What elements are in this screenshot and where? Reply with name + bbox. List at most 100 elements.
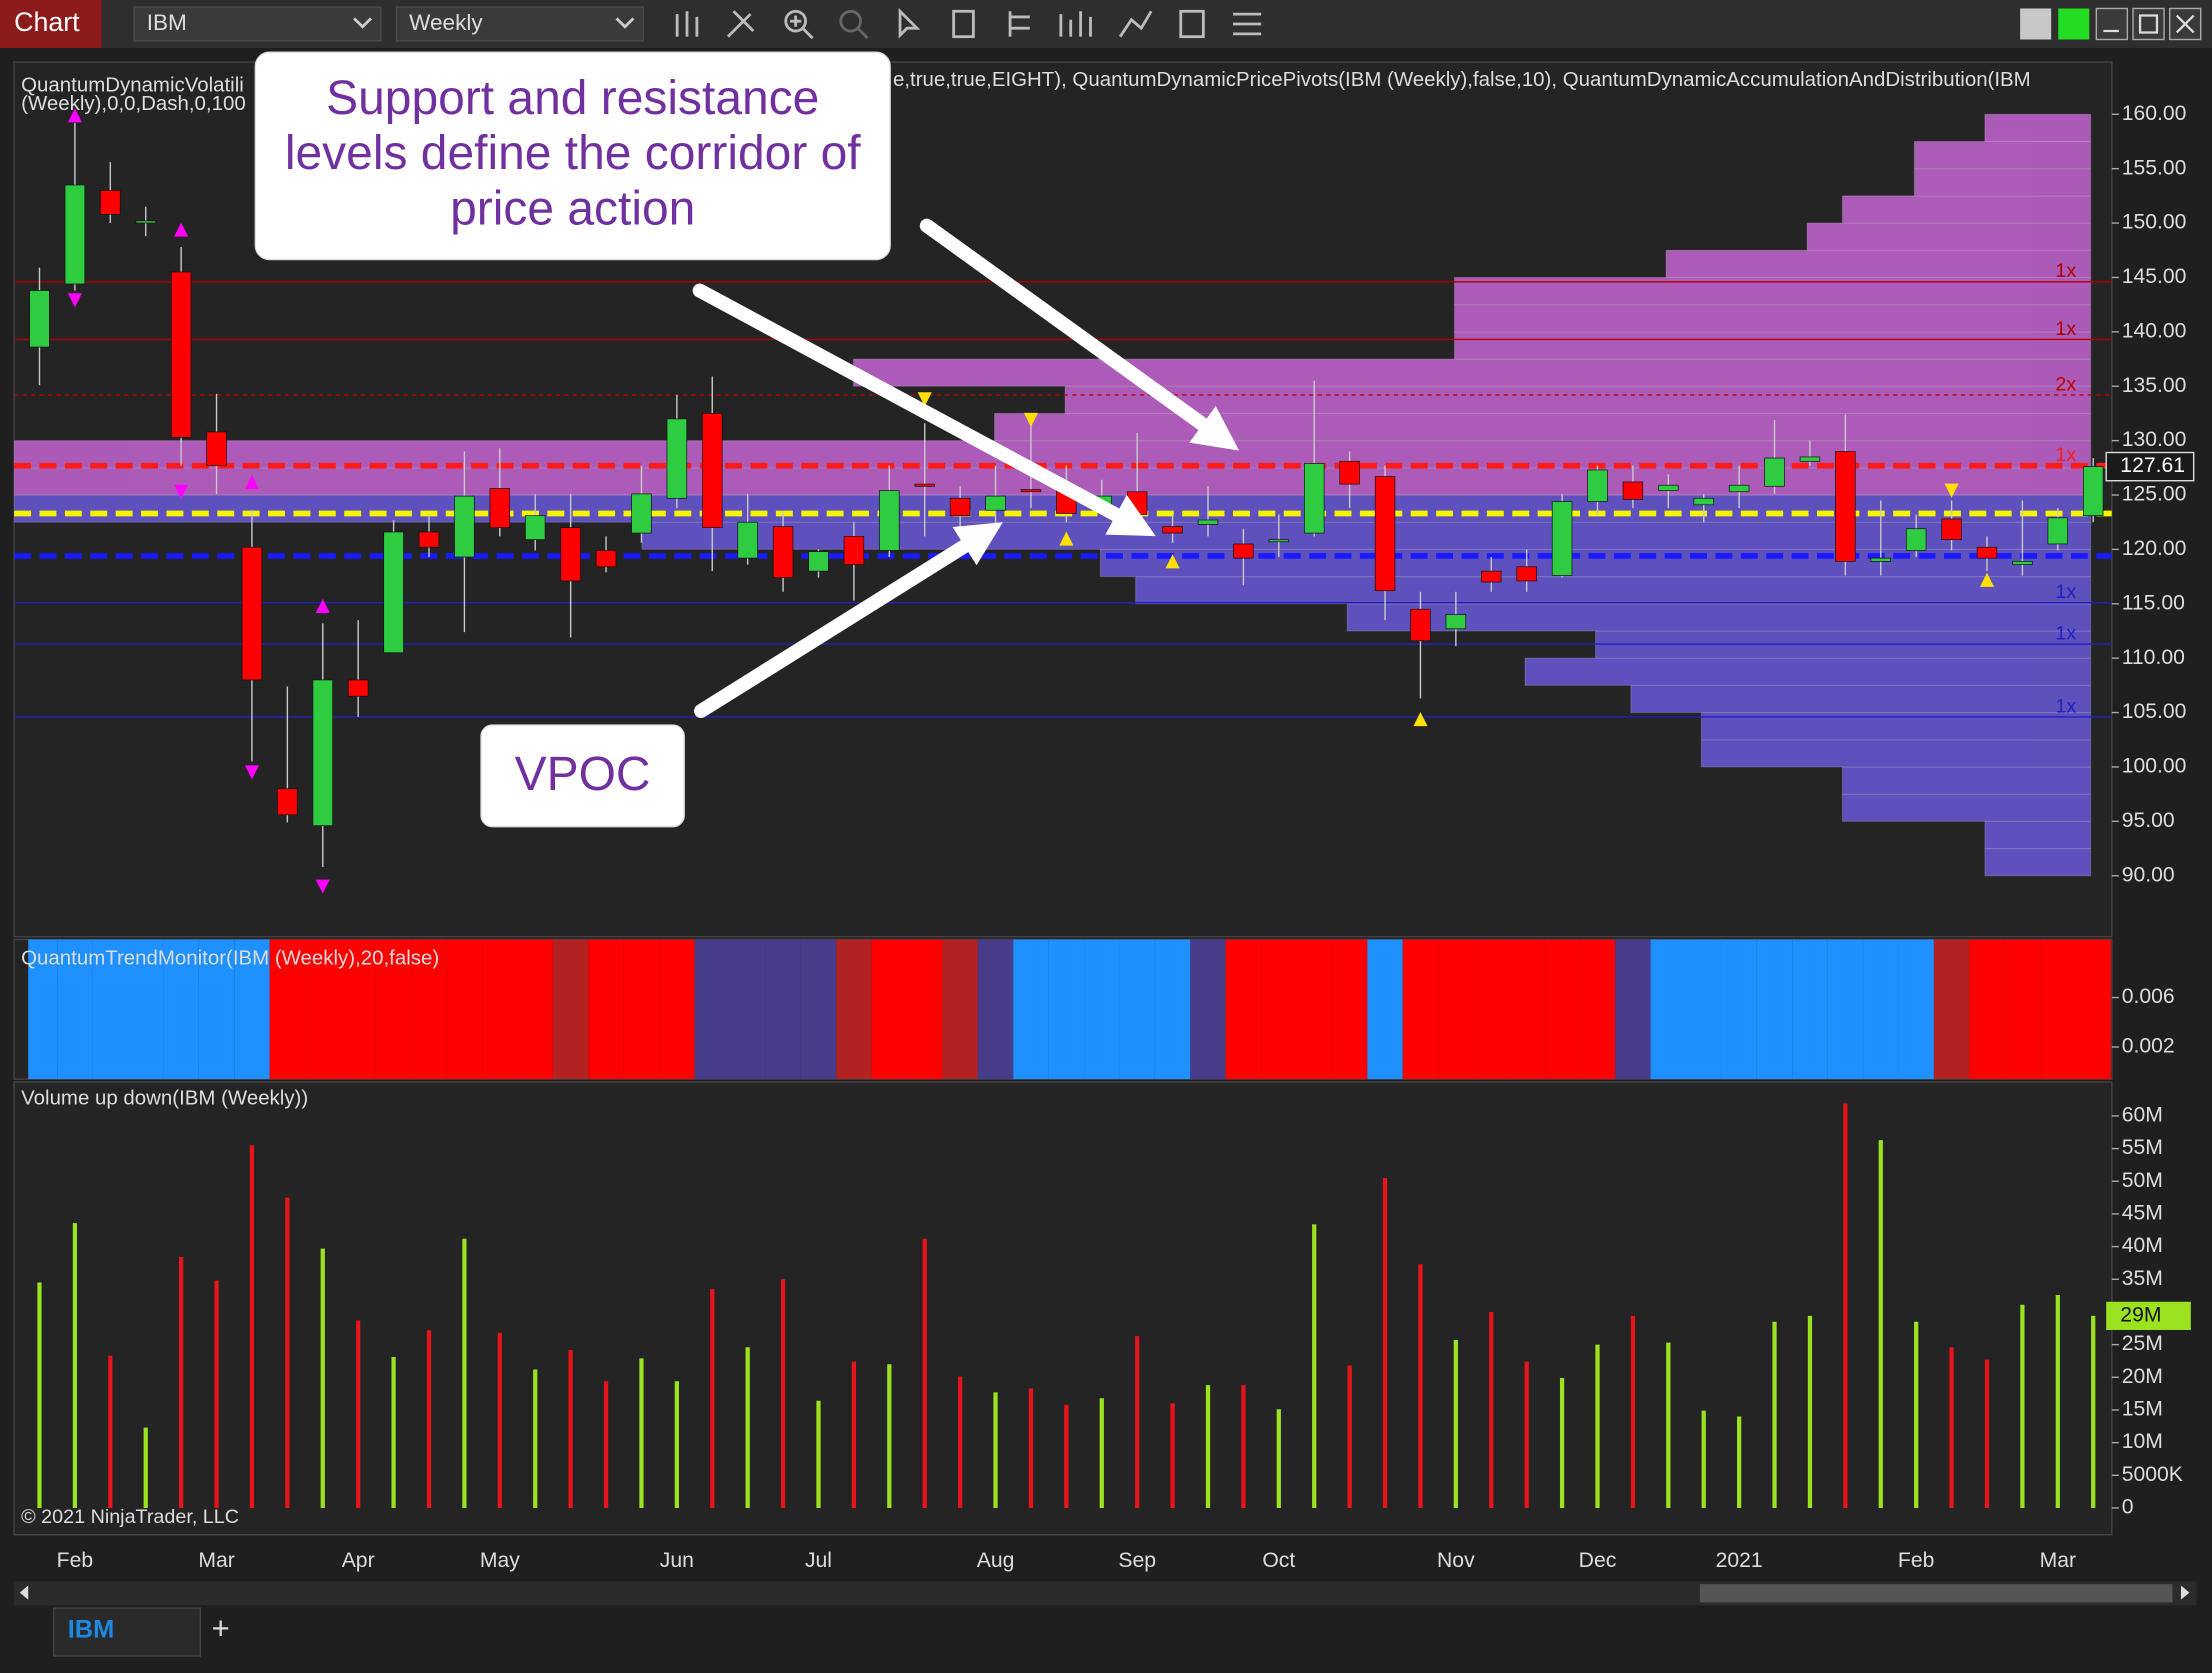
app-label: Chart	[14, 7, 80, 37]
indicators-icon[interactable]	[1059, 11, 1092, 37]
trend-cell	[977, 939, 1014, 1080]
profile-row	[1665, 249, 2092, 279]
properties-icon[interactable]	[1179, 9, 1205, 39]
profile-row	[1064, 385, 2092, 414]
trend-cell	[1792, 939, 1828, 1080]
last-volume-box	[2106, 1301, 2191, 1330]
y-tick-label: 130.00	[2122, 428, 2187, 451]
profile-row	[1453, 331, 2092, 360]
candle-body	[879, 490, 900, 551]
draw-icon[interactable]	[726, 10, 755, 38]
trend-cell	[1473, 939, 1509, 1080]
scrollbar[interactable]	[14, 1581, 2197, 1606]
trend-cell	[1650, 939, 1687, 1080]
minimize-btn[interactable]	[2095, 7, 2129, 41]
candle-body	[1020, 489, 1042, 493]
x-tick-label: Sep	[1118, 1549, 1156, 1572]
add-tab[interactable]: +	[212, 1611, 230, 1646]
y-tick-label: 120.00	[2122, 537, 2187, 560]
candle-body	[100, 190, 121, 215]
interval-dropdown[interactable]	[395, 6, 644, 42]
pivot-marker	[67, 108, 82, 123]
strategies-icon[interactable]	[1118, 10, 1153, 38]
trend-cell	[1084, 939, 1120, 1080]
trend-cell	[1863, 939, 1899, 1080]
y-tick-label: 60M	[2122, 1104, 2163, 1127]
y-tick-label: 0.002	[2122, 1035, 2175, 1058]
trend-cell	[729, 939, 766, 1080]
candle-body	[241, 546, 263, 681]
trend-cell	[1296, 939, 1332, 1080]
level-label: 1x	[2055, 581, 2076, 603]
data-box-icon[interactable]	[952, 9, 975, 39]
zoom-out-icon[interactable]	[839, 9, 862, 33]
menu-icon[interactable]	[1232, 12, 1262, 36]
trend-cell	[1686, 939, 1722, 1080]
trend-cell	[800, 939, 837, 1080]
templates-icon[interactable]	[1008, 11, 1030, 37]
pivot-marker	[174, 222, 189, 237]
toolbar-icons	[675, 7, 1262, 40]
trend-cell	[1119, 939, 1155, 1080]
tab[interactable]	[52, 1607, 202, 1657]
candle-body	[843, 535, 865, 565]
instrument: IBM	[147, 10, 187, 35]
x-tick-label: Dec	[1579, 1549, 1617, 1572]
profile-row	[1913, 140, 2092, 170]
profile-row	[1841, 766, 2092, 795]
x-tick-label: 2021	[1716, 1549, 1763, 1572]
candle-body	[1303, 463, 1325, 534]
candle-body	[1126, 491, 1148, 515]
pointer-icon[interactable]	[898, 7, 921, 39]
window-btn[interactable]	[2020, 8, 2052, 40]
y-tick-label: 45M	[2122, 1202, 2163, 1225]
profile-row	[1453, 304, 2092, 333]
x-tick-label: Aug	[977, 1549, 1015, 1572]
trend-cell	[836, 939, 872, 1080]
candle-body	[418, 531, 440, 548]
x-tick-label: Jul	[805, 1549, 832, 1572]
candle-body	[1905, 528, 1927, 551]
trend-cell	[128, 939, 164, 1080]
instrument-dropdown[interactable]	[133, 6, 382, 42]
interval: Weekly	[409, 10, 483, 35]
last-price-box	[2105, 451, 2195, 482]
volume-title: Volume up down(IBM (Weekly))	[21, 1086, 308, 1109]
level-label: 1x	[2055, 444, 2076, 466]
bars-icon[interactable]	[675, 11, 699, 37]
y-tick-label: 20M	[2122, 1365, 2163, 1388]
level-label: 2x	[2055, 373, 2076, 395]
trend-cell	[765, 939, 801, 1080]
y-tick-label: 150.00	[2122, 211, 2187, 234]
x-tick-label: Feb	[57, 1549, 93, 1572]
maximize-btn[interactable]	[2132, 7, 2165, 41]
candle-body	[2012, 561, 2033, 565]
level-label: 1x	[2055, 260, 2076, 282]
x-tick-label: Jun	[660, 1549, 694, 1572]
candle-body	[1445, 614, 1467, 630]
trend-cell	[588, 939, 624, 1080]
candle-body	[1551, 501, 1573, 576]
pivot-marker	[244, 474, 260, 490]
trend-cell	[1508, 939, 1545, 1080]
scroll-thumb[interactable]	[1699, 1584, 2173, 1603]
y-tick-label: 140.00	[2122, 319, 2187, 342]
candle-body	[383, 531, 404, 654]
trend-cell	[694, 939, 730, 1080]
chart-tab-label[interactable]	[0, 0, 102, 48]
y-tick-label: 25M	[2122, 1332, 2163, 1355]
trend-cell	[1048, 939, 1085, 1080]
pivot-marker	[1023, 412, 1039, 428]
profile-row	[1984, 847, 2092, 877]
pivot-marker	[1059, 531, 1074, 546]
x-tick-label: Mar	[198, 1549, 234, 1572]
trend-cell	[1544, 939, 1580, 1080]
level-label: 1x	[2055, 622, 2076, 644]
y-tick-label: 155.00	[2122, 156, 2187, 179]
zoom-in-icon[interactable]	[784, 9, 807, 33]
window-btn[interactable]	[2058, 8, 2090, 40]
trend-cell	[163, 939, 199, 1080]
trend-cell	[942, 939, 978, 1080]
marks: Feb Mar Apr May Jun Jul Aug Sep Oct Nov Dec 2021 Feb…	[29, 102, 2195, 1572]
candle-body	[1658, 484, 1679, 492]
